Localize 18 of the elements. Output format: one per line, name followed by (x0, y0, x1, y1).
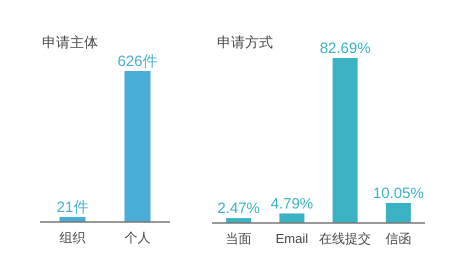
data-label: 626件 (117, 53, 158, 70)
data-label: 4.79% (270, 195, 314, 212)
x-tick-label: 当面 (226, 231, 252, 246)
bar (386, 202, 411, 223)
x-tick-label: 在线提交 (319, 231, 372, 246)
chart-title: 申请方式 (217, 34, 273, 50)
x-tick-label: 信函 (385, 231, 412, 246)
data-label: 2.47% (217, 200, 260, 218)
chart-title: 申请主体 (42, 34, 98, 50)
x-tick-label: 组织 (60, 230, 86, 245)
data-label: 21件 (56, 198, 88, 216)
x-tick-label: 个人 (124, 230, 150, 245)
data-label: 82.69% (320, 40, 371, 57)
x-tick-label: Email (276, 231, 308, 246)
bar (226, 218, 252, 223)
bar (279, 213, 304, 223)
data-label: 10.05% (372, 184, 424, 202)
bar (332, 58, 358, 223)
